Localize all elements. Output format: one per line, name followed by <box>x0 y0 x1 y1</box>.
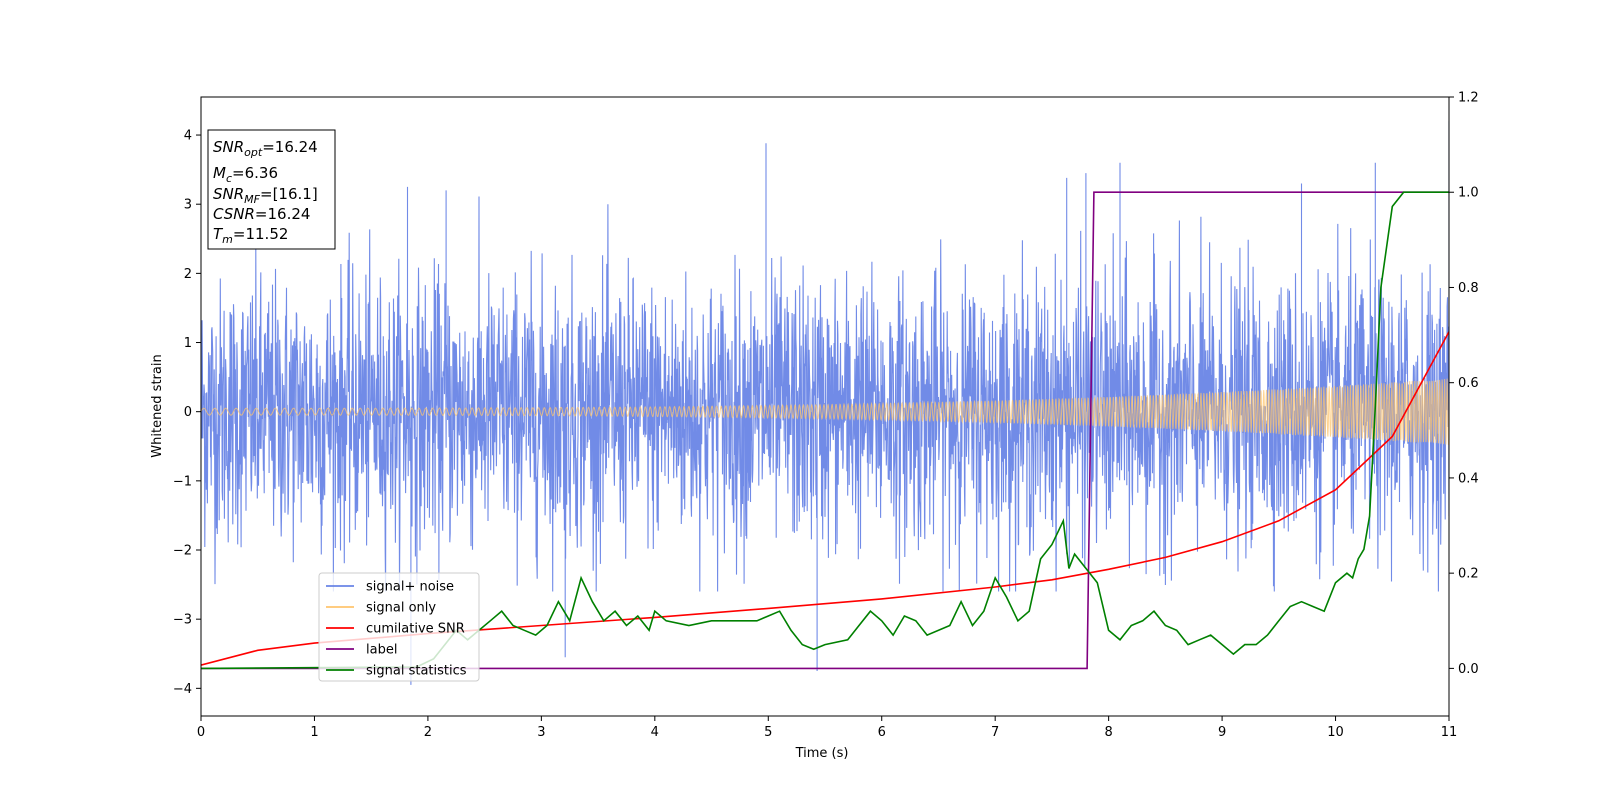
legend-label: signal only <box>366 601 436 616</box>
y2-tick-label: 1.0 <box>1458 186 1479 201</box>
series-label <box>201 191 1449 670</box>
legend: signal+ noise signal only cumilative SNR la… <box>318 572 480 682</box>
series-signal-noise <box>201 121 1449 685</box>
y2-tick-label: 0.4 <box>1458 471 1479 486</box>
x-tick-label: 5 <box>764 725 772 740</box>
y-axis-label: Whitened strain <box>150 354 165 457</box>
x-tick-label: 10 <box>1327 725 1344 740</box>
y-tick-label: −1 <box>173 474 192 489</box>
x-tick-label: 11 <box>1441 725 1458 740</box>
x-axis-label: Time (s) <box>795 746 849 761</box>
y2-tick-label: 0.0 <box>1458 662 1479 677</box>
annot-tm: Tm=11.52 <box>213 225 288 246</box>
legend-label: cumilative SNR <box>366 622 465 637</box>
x-tick-label: 3 <box>537 725 545 740</box>
y2-tick-label: 0.2 <box>1458 567 1479 582</box>
legend-label: signal+ noise <box>366 580 454 595</box>
y2-tick-label: 1.2 <box>1458 91 1479 106</box>
annot-mc: Mc=6.36 <box>213 164 278 185</box>
x-tick-label: 9 <box>1218 725 1226 740</box>
x-tick-label: 7 <box>991 725 999 740</box>
x-tick-label: 6 <box>878 725 886 740</box>
y-axis-right: 0.0 0.2 0.4 0.6 0.8 1.0 1.2 <box>1449 91 1479 677</box>
y-tick-label: 0 <box>184 405 192 420</box>
x-tick-label: 8 <box>1104 725 1112 740</box>
y-tick-label: −3 <box>173 613 192 628</box>
legend-label: label <box>366 643 397 658</box>
y2-tick-label: 0.8 <box>1458 281 1479 296</box>
y-tick-label: 2 <box>184 267 192 282</box>
series-signal-only <box>201 378 1449 445</box>
legend-label: signal statistics <box>366 664 467 679</box>
y2-tick-label: 0.6 <box>1458 376 1479 391</box>
x-tick-label: 1 <box>310 725 318 740</box>
annot-snr-mf: SNRMF=[16.1] <box>213 185 318 206</box>
x-tick-label: 4 <box>651 725 659 740</box>
y-tick-label: 3 <box>184 198 192 213</box>
y-tick-label: −2 <box>173 544 192 559</box>
y-axis-left: −4 −3 −2 −1 0 1 2 3 4 <box>173 129 201 697</box>
annot-snr-opt: SNRopt=16.24 <box>213 138 318 159</box>
plot-frame <box>200 96 1450 717</box>
x-tick-label: 2 <box>424 725 432 740</box>
x-axis: 0 1 2 3 4 5 6 7 8 9 10 11 <box>197 716 1457 740</box>
x-tick-label: 0 <box>197 725 205 740</box>
series-signal-statistics <box>201 191 1449 670</box>
y-tick-label: −4 <box>173 682 192 697</box>
annotation-box: SNRopt=16.24 Mc=6.36 SNRMF=[16.1] CSNR=1… <box>207 129 336 250</box>
y-tick-label: 1 <box>184 336 192 351</box>
y-tick-label: 4 <box>184 129 192 144</box>
annot-csnr: CSNR=16.24 <box>213 205 310 223</box>
